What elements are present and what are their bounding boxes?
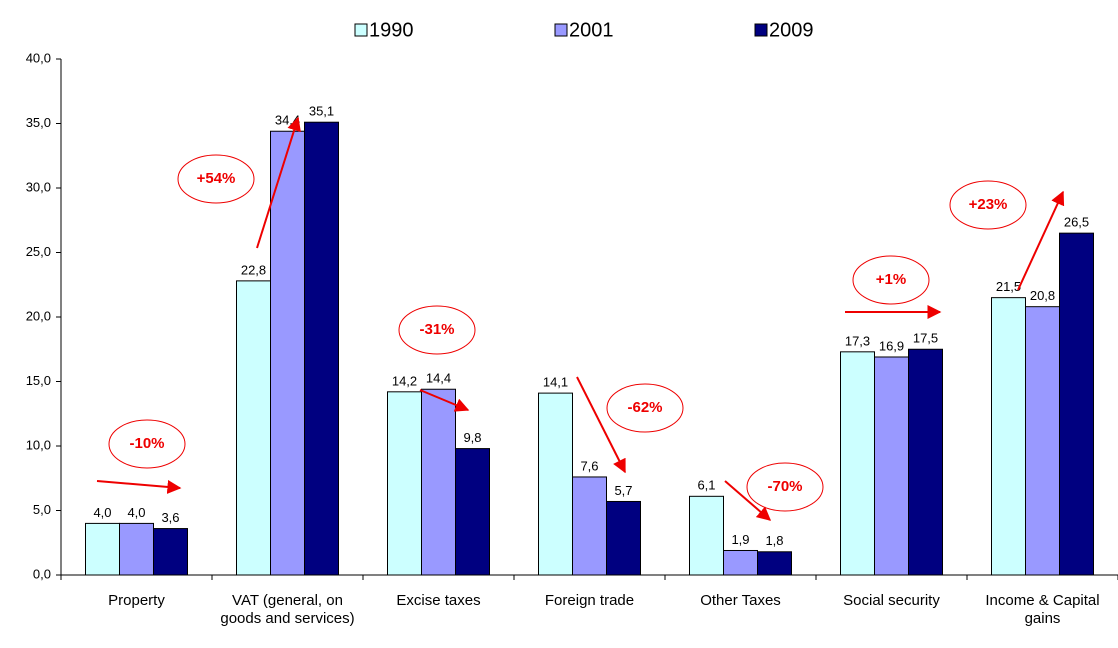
bar bbox=[840, 351, 875, 576]
value-label: 22,8 bbox=[241, 262, 266, 277]
value-label: 7,6 bbox=[580, 458, 598, 473]
annotation: +54% bbox=[197, 170, 236, 187]
value-label: 16,9 bbox=[879, 338, 904, 353]
bar bbox=[153, 528, 188, 576]
y-tick-label: 5,0 bbox=[33, 502, 51, 517]
x-tick-label: Excise taxes bbox=[396, 592, 481, 609]
value-label: 4,0 bbox=[127, 505, 145, 520]
value-label: 3,6 bbox=[161, 510, 179, 525]
annotation: -70% bbox=[767, 478, 802, 495]
annotation-arrow bbox=[724, 480, 772, 521]
value-label: 35,1 bbox=[309, 104, 334, 119]
annotation-arrow bbox=[576, 376, 626, 474]
y-tick-label: 30,0 bbox=[26, 179, 51, 194]
value-label: 9,8 bbox=[463, 430, 481, 445]
bar bbox=[757, 551, 792, 576]
bar bbox=[421, 388, 456, 576]
bar bbox=[572, 476, 607, 576]
annotation-ellipse bbox=[177, 154, 255, 204]
annotation-ellipse bbox=[606, 383, 684, 433]
annotation-arrow bbox=[96, 479, 182, 494]
value-label: 5,7 bbox=[614, 483, 632, 498]
x-tick-label: Property bbox=[108, 592, 165, 609]
legend-swatch bbox=[554, 23, 568, 37]
annotation-ellipse bbox=[108, 419, 186, 469]
value-label: 6,1 bbox=[697, 478, 715, 493]
legend-label: 1990 bbox=[369, 19, 414, 41]
bar bbox=[689, 495, 724, 576]
value-label: 14,2 bbox=[392, 373, 417, 388]
annotation: -31% bbox=[419, 321, 454, 338]
annotation-ellipse bbox=[949, 180, 1027, 230]
value-label: 26,5 bbox=[1064, 215, 1089, 230]
annotation-arrow bbox=[256, 116, 301, 249]
annotation-ellipse bbox=[398, 305, 476, 355]
value-label: 17,3 bbox=[845, 333, 870, 348]
legend-label: 2001 bbox=[569, 19, 614, 41]
bar bbox=[119, 522, 154, 576]
bar bbox=[538, 392, 573, 576]
legend-swatch bbox=[754, 23, 768, 37]
bar bbox=[455, 448, 490, 576]
value-label: 14,1 bbox=[543, 375, 568, 390]
x-tick-label: Income & Capital gains bbox=[985, 592, 1100, 627]
x-tick-label: Foreign trade bbox=[544, 592, 635, 609]
x-tick-label: Social security bbox=[843, 592, 940, 609]
annotation-ellipse bbox=[746, 462, 824, 512]
y-tick-label: 10,0 bbox=[26, 437, 51, 452]
annotation-arrow bbox=[1017, 190, 1065, 291]
y-tick-label: 35,0 bbox=[26, 115, 51, 130]
bar bbox=[304, 121, 339, 576]
legend-label: 2009 bbox=[769, 19, 814, 41]
annotation-arrow bbox=[419, 389, 470, 412]
y-tick-label: 40,0 bbox=[26, 50, 51, 65]
annotation: +23% bbox=[969, 196, 1008, 213]
bar bbox=[1059, 232, 1094, 576]
value-label: 20,8 bbox=[1030, 288, 1055, 303]
annotation-ellipse bbox=[852, 255, 930, 305]
y-tick-label: 0,0 bbox=[33, 566, 51, 581]
bar bbox=[270, 130, 305, 576]
bar bbox=[908, 348, 943, 576]
value-label: 21,5 bbox=[996, 279, 1021, 294]
bar bbox=[85, 522, 120, 576]
bar bbox=[723, 549, 758, 576]
value-label: 17,5 bbox=[913, 331, 938, 346]
y-tick-label: 15,0 bbox=[26, 373, 51, 388]
bar bbox=[874, 356, 909, 576]
y-tick-label: 25,0 bbox=[26, 244, 51, 259]
value-label: 1,9 bbox=[731, 532, 749, 547]
y-tick-label: 20,0 bbox=[26, 308, 51, 323]
bar bbox=[606, 500, 641, 576]
annotation: +1% bbox=[876, 271, 906, 288]
value-label: 4,0 bbox=[93, 505, 111, 520]
bar bbox=[1025, 306, 1060, 576]
value-label: 14,4 bbox=[426, 371, 451, 386]
annotation: -10% bbox=[129, 435, 164, 452]
value-label: 1,8 bbox=[765, 533, 783, 548]
legend-swatch bbox=[354, 23, 368, 37]
bar bbox=[387, 391, 422, 576]
bar bbox=[991, 297, 1026, 576]
x-tick-label: VAT (general, on goods and services) bbox=[220, 592, 355, 627]
x-tick-label: Other Taxes bbox=[700, 592, 781, 609]
annotation: -62% bbox=[627, 399, 662, 416]
bar bbox=[236, 280, 271, 576]
